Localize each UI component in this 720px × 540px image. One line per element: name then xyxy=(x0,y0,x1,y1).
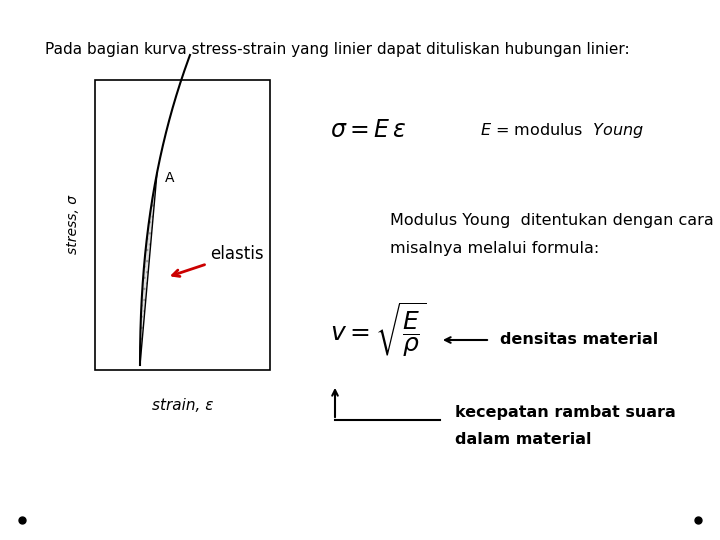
Text: stress, σ: stress, σ xyxy=(66,195,80,254)
Text: kecepatan rambat suara: kecepatan rambat suara xyxy=(455,404,676,420)
Polygon shape xyxy=(140,173,157,365)
Text: strain, ε: strain, ε xyxy=(152,397,213,413)
Text: Pada bagian kurva stress-strain yang linier dapat dituliskan hubungan linier:: Pada bagian kurva stress-strain yang lin… xyxy=(45,42,629,57)
Text: $v = \sqrt{\dfrac{E}{\rho}}$: $v = \sqrt{\dfrac{E}{\rho}}$ xyxy=(330,301,426,359)
Text: Modulus Young  ditentukan dengan cara lain,: Modulus Young ditentukan dengan cara lai… xyxy=(390,213,720,227)
Text: A: A xyxy=(165,171,174,185)
Text: $\sigma = E\,\varepsilon$: $\sigma = E\,\varepsilon$ xyxy=(330,118,407,142)
Text: dalam material: dalam material xyxy=(455,433,592,448)
Text: elastis: elastis xyxy=(173,245,264,276)
Text: $E$ = modulus  $Young$: $E$ = modulus $Young$ xyxy=(480,120,644,139)
Text: misalnya melalui formula:: misalnya melalui formula: xyxy=(390,240,599,255)
Bar xyxy=(95,80,270,370)
Text: densitas material: densitas material xyxy=(500,333,658,348)
